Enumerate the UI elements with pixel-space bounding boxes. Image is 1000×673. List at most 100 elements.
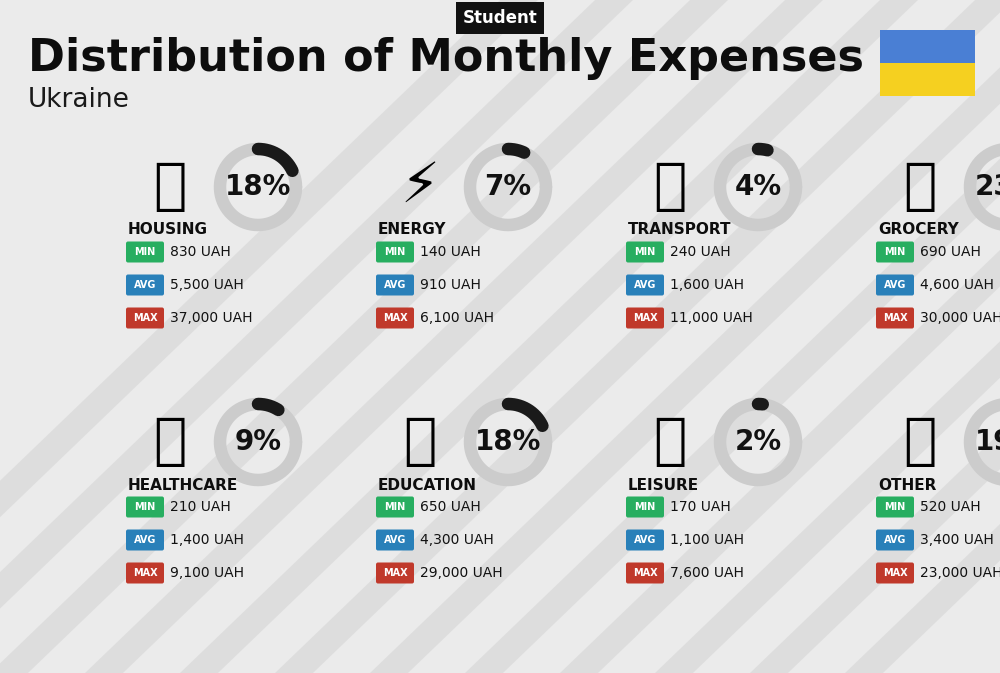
Text: 140 UAH: 140 UAH [420, 245, 481, 259]
Text: 650 UAH: 650 UAH [420, 500, 481, 514]
Text: 1,600 UAH: 1,600 UAH [670, 278, 744, 292]
Text: 830 UAH: 830 UAH [170, 245, 231, 259]
FancyBboxPatch shape [126, 563, 164, 583]
Text: MIN: MIN [634, 247, 656, 257]
Text: MIN: MIN [384, 502, 406, 512]
Text: Student: Student [463, 9, 537, 27]
FancyBboxPatch shape [876, 242, 914, 262]
FancyBboxPatch shape [876, 497, 914, 518]
Text: 1,400 UAH: 1,400 UAH [170, 533, 244, 547]
Text: AVG: AVG [884, 535, 906, 545]
Text: MIN: MIN [884, 247, 906, 257]
Text: MIN: MIN [634, 502, 656, 512]
FancyBboxPatch shape [126, 275, 164, 295]
Text: 4%: 4% [734, 173, 782, 201]
Text: 19%: 19% [975, 428, 1000, 456]
FancyBboxPatch shape [876, 275, 914, 295]
Polygon shape [845, 0, 1000, 673]
Text: AVG: AVG [134, 535, 156, 545]
Text: AVG: AVG [634, 535, 656, 545]
Text: 👛: 👛 [903, 415, 937, 469]
FancyBboxPatch shape [376, 242, 414, 262]
Text: LEISURE: LEISURE [628, 478, 699, 493]
Text: MAX: MAX [133, 313, 157, 323]
Polygon shape [0, 0, 728, 673]
FancyBboxPatch shape [376, 563, 414, 583]
FancyBboxPatch shape [126, 308, 164, 328]
Text: 9,100 UAH: 9,100 UAH [170, 566, 244, 580]
Polygon shape [85, 0, 823, 673]
FancyBboxPatch shape [626, 308, 664, 328]
Text: 29,000 UAH: 29,000 UAH [420, 566, 503, 580]
FancyBboxPatch shape [376, 275, 414, 295]
Text: MAX: MAX [383, 313, 407, 323]
Text: MAX: MAX [633, 313, 657, 323]
Text: Distribution of Monthly Expenses: Distribution of Monthly Expenses [28, 36, 864, 79]
Text: 11,000 UAH: 11,000 UAH [670, 311, 753, 325]
Text: 37,000 UAH: 37,000 UAH [170, 311, 252, 325]
Text: 1,100 UAH: 1,100 UAH [670, 533, 744, 547]
FancyBboxPatch shape [126, 497, 164, 518]
Text: MIN: MIN [134, 502, 156, 512]
Text: 4,600 UAH: 4,600 UAH [920, 278, 994, 292]
Text: 30,000 UAH: 30,000 UAH [920, 311, 1000, 325]
Text: 🛍: 🛍 [653, 415, 687, 469]
Text: 18%: 18% [475, 428, 541, 456]
Text: 🏥: 🏥 [153, 415, 187, 469]
Text: 520 UAH: 520 UAH [920, 500, 981, 514]
FancyBboxPatch shape [876, 563, 914, 583]
FancyBboxPatch shape [376, 497, 414, 518]
Polygon shape [275, 0, 1000, 673]
Text: HOUSING: HOUSING [128, 223, 208, 238]
Polygon shape [0, 0, 538, 673]
Text: MAX: MAX [883, 568, 907, 578]
FancyBboxPatch shape [876, 530, 914, 551]
Text: 🏢: 🏢 [153, 160, 187, 214]
Text: 3,400 UAH: 3,400 UAH [920, 533, 994, 547]
Text: 23%: 23% [975, 173, 1000, 201]
FancyBboxPatch shape [626, 563, 664, 583]
Polygon shape [655, 0, 1000, 673]
Text: MIN: MIN [884, 502, 906, 512]
Text: ⚡: ⚡ [400, 160, 440, 214]
Text: 240 UAH: 240 UAH [670, 245, 731, 259]
Polygon shape [560, 0, 1000, 673]
Polygon shape [465, 0, 1000, 673]
Text: HEALTHCARE: HEALTHCARE [128, 478, 238, 493]
Text: MAX: MAX [133, 568, 157, 578]
Text: 23,000 UAH: 23,000 UAH [920, 566, 1000, 580]
FancyBboxPatch shape [376, 530, 414, 551]
Text: 6,100 UAH: 6,100 UAH [420, 311, 494, 325]
FancyBboxPatch shape [880, 30, 975, 63]
Text: 7,600 UAH: 7,600 UAH [670, 566, 744, 580]
Text: AVG: AVG [134, 280, 156, 290]
FancyBboxPatch shape [126, 242, 164, 262]
Text: 18%: 18% [225, 173, 291, 201]
Text: 2%: 2% [734, 428, 782, 456]
Text: GROCERY: GROCERY [878, 223, 959, 238]
FancyBboxPatch shape [126, 530, 164, 551]
Text: EDUCATION: EDUCATION [378, 478, 477, 493]
FancyBboxPatch shape [626, 242, 664, 262]
FancyBboxPatch shape [626, 275, 664, 295]
Polygon shape [750, 0, 1000, 673]
Text: AVG: AVG [384, 280, 406, 290]
Text: OTHER: OTHER [878, 478, 936, 493]
Text: 🛒: 🛒 [903, 160, 937, 214]
FancyBboxPatch shape [376, 308, 414, 328]
Text: ENERGY: ENERGY [378, 223, 446, 238]
FancyBboxPatch shape [880, 63, 975, 96]
Text: AVG: AVG [384, 535, 406, 545]
Text: MAX: MAX [383, 568, 407, 578]
Text: AVG: AVG [884, 280, 906, 290]
FancyBboxPatch shape [626, 497, 664, 518]
Text: MIN: MIN [384, 247, 406, 257]
FancyBboxPatch shape [626, 530, 664, 551]
Polygon shape [180, 0, 918, 673]
Text: 210 UAH: 210 UAH [170, 500, 231, 514]
FancyBboxPatch shape [876, 308, 914, 328]
Text: TRANSPORT: TRANSPORT [628, 223, 732, 238]
Text: 5,500 UAH: 5,500 UAH [170, 278, 244, 292]
Text: 690 UAH: 690 UAH [920, 245, 981, 259]
Text: MAX: MAX [633, 568, 657, 578]
